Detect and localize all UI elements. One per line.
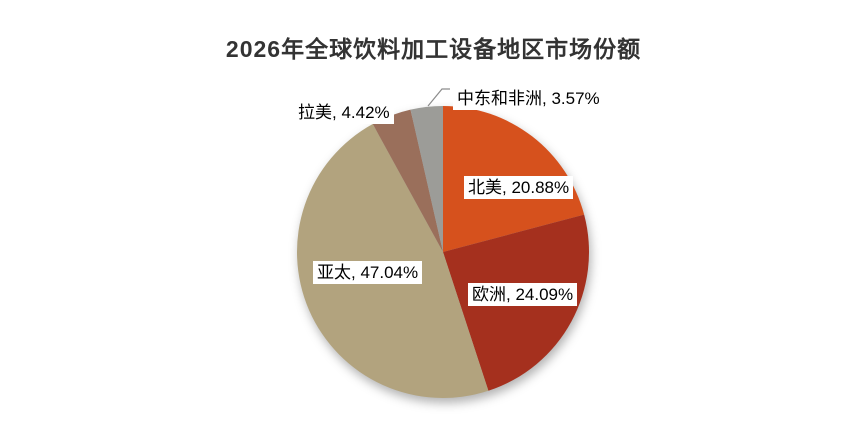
chart-title: 2026年全球饮料加工设备地区市场份额 bbox=[225, 36, 642, 62]
pie-label-2: 亚太, 47.04% bbox=[313, 261, 423, 285]
pie-label-0: 北美, 20.88% bbox=[464, 176, 574, 200]
pie-slices-group bbox=[297, 106, 590, 399]
pie-label-1: 欧洲, 24.09% bbox=[468, 283, 578, 307]
leader-line bbox=[427, 88, 450, 107]
pie-slice-4 bbox=[410, 106, 443, 252]
pie-slice-3 bbox=[372, 109, 443, 252]
pie-label-3: 拉美, 4.42% bbox=[294, 101, 394, 125]
pie-label-4: 中东和非洲, 3.57% bbox=[453, 87, 604, 111]
